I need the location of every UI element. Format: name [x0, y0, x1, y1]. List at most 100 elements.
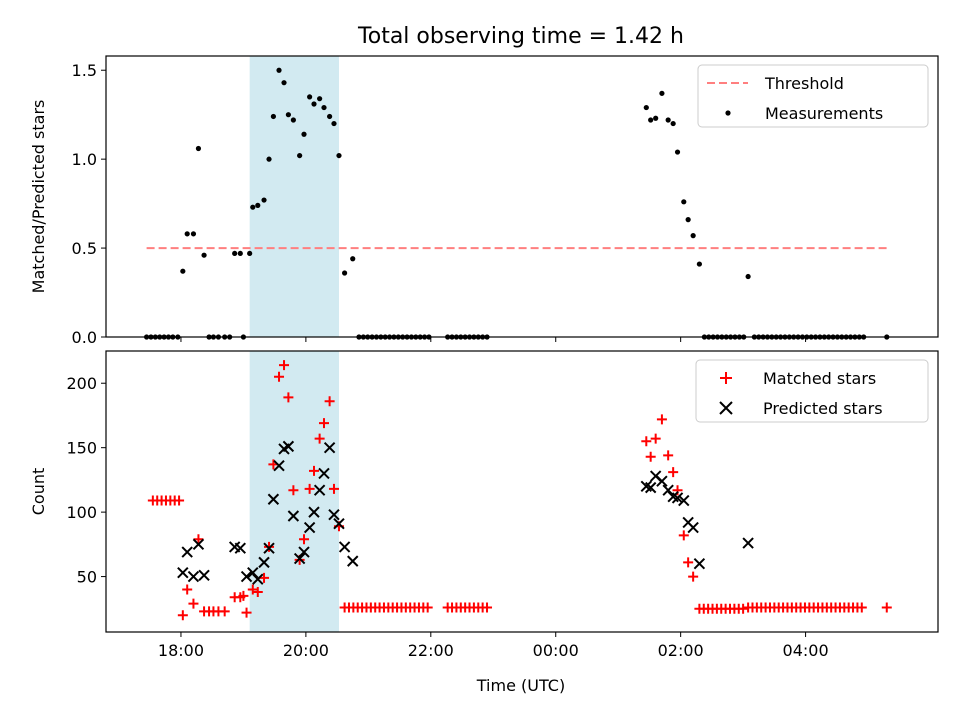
data-point	[422, 602, 433, 613]
data-point	[674, 149, 681, 155]
data-point	[303, 521, 316, 534]
legend: Threshold Measurements	[697, 64, 929, 128]
data-point	[681, 199, 687, 205]
data-point	[250, 204, 256, 210]
data-point	[240, 570, 253, 583]
data-point	[321, 104, 327, 111]
x-tick-label: 18:00	[158, 641, 204, 660]
data-point	[311, 101, 317, 107]
data-point	[285, 112, 291, 118]
data-point	[641, 436, 652, 447]
data-point	[174, 495, 185, 506]
legend-label: Predicted stars	[763, 399, 883, 418]
series-predicted-stars	[177, 440, 754, 585]
data-point	[188, 598, 199, 609]
data-point	[482, 602, 493, 613]
legend-label: Threshold	[764, 74, 844, 93]
data-point	[279, 360, 290, 371]
data-point	[659, 90, 665, 96]
data-point	[745, 273, 751, 280]
data-point	[298, 546, 310, 558]
y-tick-label: 1.0	[72, 150, 97, 169]
y-tick-label: 100	[66, 503, 97, 522]
data-point	[273, 460, 285, 472]
data-point	[328, 508, 340, 521]
data-point	[350, 256, 356, 262]
data-point	[656, 475, 668, 487]
y-axis-label: Matched/Predicted stars	[29, 100, 48, 294]
data-point	[688, 571, 699, 582]
data-point	[665, 117, 671, 123]
data-point	[648, 117, 654, 123]
y-tick-label: 50	[77, 568, 97, 587]
data-point	[258, 556, 270, 569]
data-point	[198, 569, 210, 581]
data-point	[274, 371, 285, 382]
legend-handle	[719, 401, 733, 415]
data-point	[347, 555, 359, 567]
data-point	[323, 441, 336, 454]
ratio-panel: 0.0 0.5 1.0 1.5 Matched/Predicted stars Thres…	[29, 55, 939, 347]
count-panel: 18:00 20:00 22:00 00:00 02:00 04:00 50 100 150 20…	[29, 350, 939, 660]
data-point	[301, 131, 307, 137]
data-point	[685, 217, 691, 223]
data-point	[238, 590, 249, 601]
data-point	[184, 231, 190, 237]
data-point	[327, 113, 333, 120]
data-point	[690, 233, 696, 239]
data-point	[683, 557, 694, 568]
legend: Matched stars Predicted stars	[695, 359, 929, 423]
data-point	[288, 485, 299, 496]
data-point	[180, 268, 186, 274]
data-point	[181, 546, 193, 558]
x-tick-label: 22:00	[408, 641, 454, 660]
data-point	[696, 261, 702, 267]
series-matched-stars	[147, 360, 892, 621]
legend-label: Measurements	[765, 104, 883, 123]
data-point	[333, 518, 345, 530]
data-point	[331, 120, 337, 127]
data-point	[281, 80, 287, 86]
data-point	[193, 534, 204, 545]
data-point	[270, 113, 276, 120]
data-point	[338, 541, 351, 553]
data-point	[324, 396, 335, 407]
data-point	[656, 414, 667, 425]
data-point	[650, 433, 661, 444]
data-point	[283, 392, 294, 403]
y-tick-label: 150	[66, 439, 97, 458]
data-point	[671, 492, 684, 504]
highlight-span	[249, 56, 339, 337]
data-point	[293, 552, 306, 565]
data-point	[687, 521, 699, 534]
data-point	[177, 610, 188, 621]
data-point	[881, 602, 892, 613]
axes-frame	[105, 55, 939, 338]
data-point	[328, 483, 339, 494]
data-point	[237, 250, 243, 257]
data-point	[266, 156, 272, 162]
data-point	[247, 250, 253, 257]
data-point	[187, 570, 200, 583]
data-point	[693, 557, 706, 570]
data-point	[252, 573, 264, 585]
data-point	[653, 115, 659, 121]
data-point	[263, 542, 275, 554]
data-point	[195, 145, 202, 152]
data-point	[670, 120, 676, 127]
data-point	[307, 94, 313, 100]
data-point	[309, 465, 319, 476]
y-tick-label: 0.5	[72, 239, 97, 258]
data-point	[182, 584, 193, 595]
data-point	[232, 250, 238, 257]
data-point	[645, 451, 656, 462]
data-point	[252, 587, 263, 598]
y-tick-label: 200	[66, 374, 97, 393]
data-point	[219, 606, 230, 617]
data-point	[287, 510, 300, 522]
data-point	[282, 440, 295, 453]
legend-handle	[725, 110, 731, 116]
data-point	[318, 418, 329, 429]
data-point	[662, 484, 674, 496]
